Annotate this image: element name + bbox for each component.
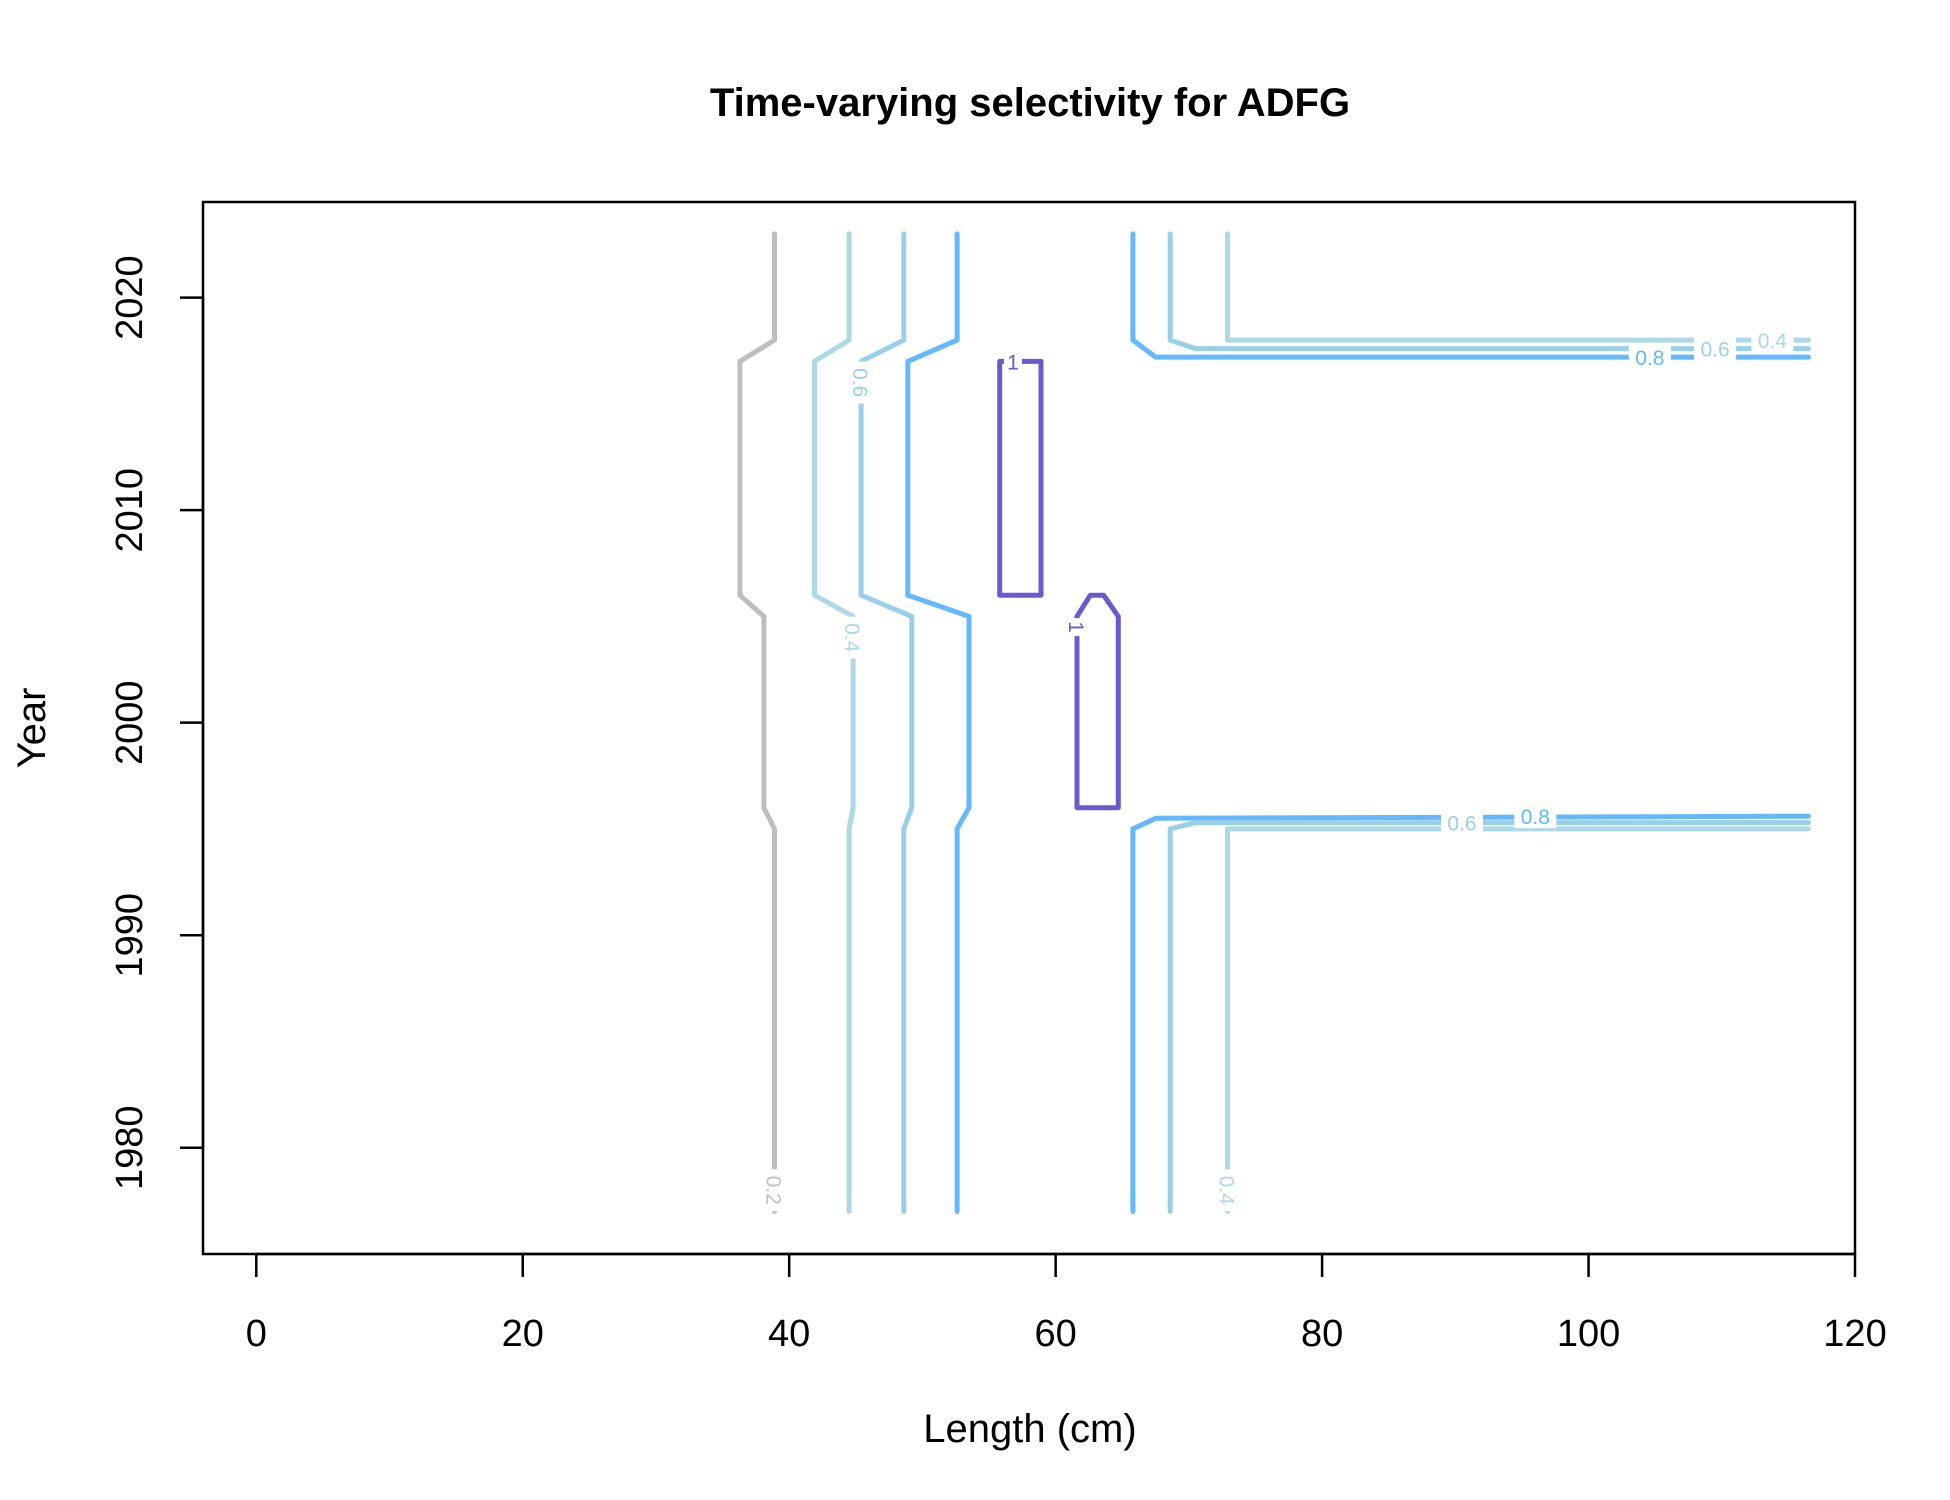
y-tick-label: 2000 bbox=[109, 680, 151, 765]
contour-label-group: 0.6 bbox=[848, 361, 874, 404]
y-tick-label: 2020 bbox=[109, 255, 151, 340]
contour-line-0-8 bbox=[1130, 813, 1811, 1214]
contour-label: 0.4 bbox=[1215, 1176, 1238, 1206]
contour-line-0-6 bbox=[1167, 820, 1811, 1214]
y-tick-label: 1990 bbox=[109, 893, 151, 978]
contour-label: 1 bbox=[1064, 621, 1087, 633]
contour-label-group: 0.4 bbox=[1215, 1169, 1240, 1212]
contour-labels: 0.2 0.4 0.6 1 1 0.4 0.6 0.8 0.8 0.6 0.4 bbox=[762, 328, 1794, 1212]
contour-label-group: 0.6 bbox=[1694, 336, 1737, 362]
contour-label-bg bbox=[1628, 345, 1671, 370]
contour-line-0-4 bbox=[1225, 231, 1811, 343]
contour-line-1 bbox=[1074, 592, 1121, 811]
x-tick-label: 100 bbox=[1557, 1313, 1620, 1355]
contour-label: 0.6 bbox=[848, 368, 871, 397]
x-tick-label: 40 bbox=[768, 1313, 810, 1355]
contour-label-bg bbox=[1065, 618, 1089, 637]
contour-line-0-4 bbox=[1225, 826, 1811, 1214]
contour-label-group: 0.8 bbox=[1628, 345, 1671, 370]
contour-label-group: 0.2 bbox=[762, 1169, 787, 1212]
contour-label-bg bbox=[1441, 810, 1483, 835]
x-tick-label: 60 bbox=[1035, 1313, 1077, 1355]
contour-label: 0.4 bbox=[1758, 330, 1788, 353]
contour-line-0-8 bbox=[1130, 231, 1811, 360]
y-tick-label: 1980 bbox=[109, 1105, 151, 1190]
contour-line-0-4 bbox=[812, 231, 856, 1214]
contour-label-group: 0.6 bbox=[1441, 810, 1483, 836]
contour-label-bg bbox=[1694, 336, 1737, 361]
contour-label: 1 bbox=[1007, 351, 1019, 374]
contour-label-bg bbox=[1215, 1169, 1240, 1212]
x-tick-label: 80 bbox=[1301, 1313, 1343, 1355]
x-tick-label: 20 bbox=[502, 1313, 544, 1355]
contour-label-bg bbox=[841, 616, 866, 659]
contour-label-group: 0.8 bbox=[1514, 804, 1557, 829]
y-axis: 1980 1990 2000 2010 2020 bbox=[109, 255, 205, 1190]
contour-label: 0.8 bbox=[1635, 347, 1664, 370]
contour-label-group: 0.4 bbox=[1751, 328, 1794, 353]
x-tick-label: 120 bbox=[1823, 1313, 1886, 1355]
x-axis: 0 20 40 60 80 100 120 bbox=[246, 1252, 1887, 1355]
contour-line-0-6 bbox=[858, 231, 915, 1214]
contour-label-group: 0.4 bbox=[840, 616, 866, 659]
contour-label-group: 1 bbox=[1004, 349, 1022, 374]
y-tick-label: 2010 bbox=[109, 468, 151, 553]
contour-line-0-2 bbox=[737, 231, 777, 1214]
contour-line-0-8 bbox=[905, 231, 972, 1214]
contour-label: 0.6 bbox=[1700, 339, 1729, 362]
contour-line-0-6 bbox=[1167, 231, 1811, 352]
contour-lines bbox=[737, 231, 1811, 1214]
contour-label-bg bbox=[762, 1169, 787, 1212]
x-axis-label: Length (cm) bbox=[923, 1407, 1136, 1451]
contour-label: 0.6 bbox=[1447, 813, 1476, 836]
contour-label-bg bbox=[1751, 328, 1794, 353]
contour-label-group: 1 bbox=[1064, 618, 1089, 637]
y-axis-label: Year bbox=[10, 688, 54, 769]
contour-label-bg bbox=[849, 361, 874, 404]
contour-label-bg bbox=[1004, 349, 1022, 374]
contour-line-1 bbox=[997, 358, 1044, 598]
chart-title: Time-varying selectivity for ADFG bbox=[710, 81, 1350, 125]
x-tick-label: 0 bbox=[246, 1313, 267, 1355]
contour-label: 0.8 bbox=[1521, 806, 1550, 829]
contour-label: 0.2 bbox=[762, 1176, 785, 1205]
contour-label: 0.4 bbox=[840, 623, 863, 653]
contour-label-bg bbox=[1514, 804, 1557, 829]
